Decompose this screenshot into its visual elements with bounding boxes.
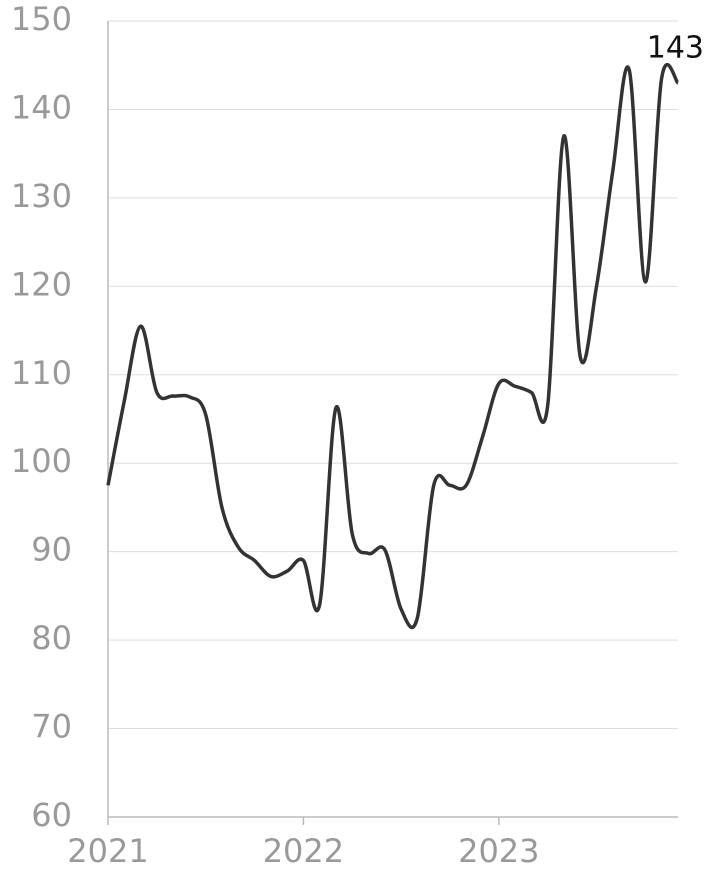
y-tick-label: 80 (31, 619, 72, 657)
x-tick-label: 2023 (458, 832, 539, 870)
y-tick-label: 140 (11, 88, 72, 126)
y-tick-label: 150 (11, 0, 72, 38)
x-tick-label: 2021 (67, 832, 148, 870)
y-tick-label: 120 (11, 265, 72, 303)
y-tick-label: 60 (31, 796, 72, 834)
x-tick-label: 2022 (263, 832, 344, 870)
y-tick-label: 90 (31, 531, 72, 569)
line (106, 62, 680, 630)
y-tick-label: 110 (11, 354, 72, 392)
end-label: 143 (647, 30, 704, 65)
y-tick-label: 70 (31, 708, 72, 746)
y-tick-label: 100 (11, 442, 72, 480)
y-tick-label: 130 (11, 177, 72, 215)
